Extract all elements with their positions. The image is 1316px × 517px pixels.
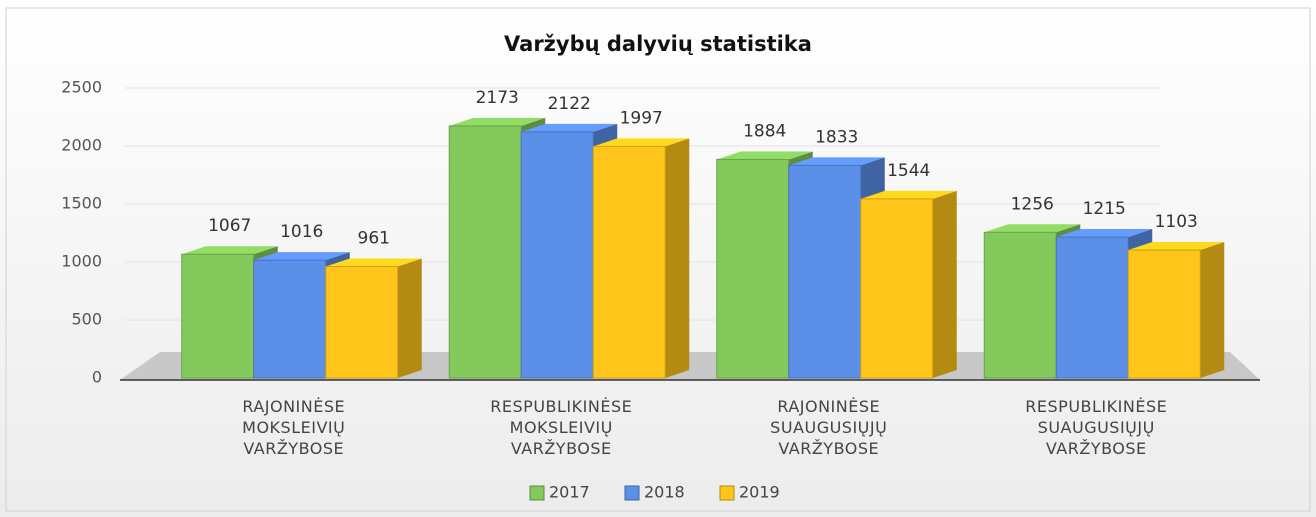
bar-side xyxy=(932,190,957,378)
legend-label: 2019 xyxy=(739,483,780,502)
x-tick-label: RAJONINĖSE SUAUGUSIŲJŲ VARŽYBOSE xyxy=(770,397,888,458)
bar xyxy=(788,164,862,379)
y-tick-label: 2500 xyxy=(61,78,102,97)
x-tick-label: RESPUBLIKINĖSE MOKSLEIVIŲ VARŽYBOSE xyxy=(490,397,633,458)
y-tick-label: 2000 xyxy=(61,136,102,155)
bar-top xyxy=(860,190,957,199)
bar xyxy=(253,259,327,379)
legend-swatch xyxy=(529,485,545,501)
data-label: 1884 xyxy=(743,121,786,141)
bar-side xyxy=(665,138,690,378)
bar xyxy=(983,231,1057,379)
bar xyxy=(181,253,255,379)
bar xyxy=(325,266,399,379)
data-label: 1016 xyxy=(280,222,323,242)
data-label: 1544 xyxy=(887,161,930,181)
bar-top xyxy=(181,246,278,255)
y-tick-label: 1500 xyxy=(61,194,102,213)
y-tick-label: 0 xyxy=(92,368,102,387)
data-label: 1833 xyxy=(815,127,858,147)
x-tick-label: RESPUBLIKINĖSE SUAUGUSIŲJŲ VARŽYBOSE xyxy=(1025,397,1168,458)
legend-label: 2018 xyxy=(644,483,685,502)
bar-side xyxy=(397,258,422,378)
bar xyxy=(592,145,666,379)
y-tick-label: 1000 xyxy=(61,252,102,271)
data-label: 1103 xyxy=(1155,212,1198,232)
data-label: 1256 xyxy=(1011,194,1054,214)
y-tick-label: 500 xyxy=(71,310,102,329)
bar xyxy=(448,125,522,379)
bar-top xyxy=(716,151,813,160)
bar-top xyxy=(521,123,618,132)
bar xyxy=(1055,236,1129,379)
data-label: 2173 xyxy=(476,88,519,108)
bar-side xyxy=(1200,242,1225,378)
chart-title: Varžybų dalyvių statistika xyxy=(504,32,812,56)
data-label: 1215 xyxy=(1083,199,1126,219)
legend-swatch xyxy=(719,485,735,501)
data-label: 1997 xyxy=(620,108,663,128)
bar-top xyxy=(984,224,1081,233)
bar xyxy=(520,131,594,379)
bar xyxy=(716,158,790,379)
data-label: 961 xyxy=(358,229,390,249)
bar-top xyxy=(788,157,885,166)
legend-swatch xyxy=(624,485,640,501)
bar-top xyxy=(593,138,690,147)
bar-top xyxy=(1128,242,1225,251)
bar-top xyxy=(253,252,350,261)
data-label: 1067 xyxy=(208,216,251,236)
x-tick-label: RAJONINĖSE MOKSLEIVIŲ VARŽYBOSE xyxy=(242,397,346,458)
bar xyxy=(860,198,934,379)
bar xyxy=(1127,249,1201,379)
chart-border xyxy=(5,7,1311,512)
legend-label: 2017 xyxy=(549,483,590,502)
bar-top xyxy=(325,258,422,267)
bar-top xyxy=(1056,229,1153,238)
data-label: 2122 xyxy=(548,94,591,114)
bar-top xyxy=(449,117,546,126)
